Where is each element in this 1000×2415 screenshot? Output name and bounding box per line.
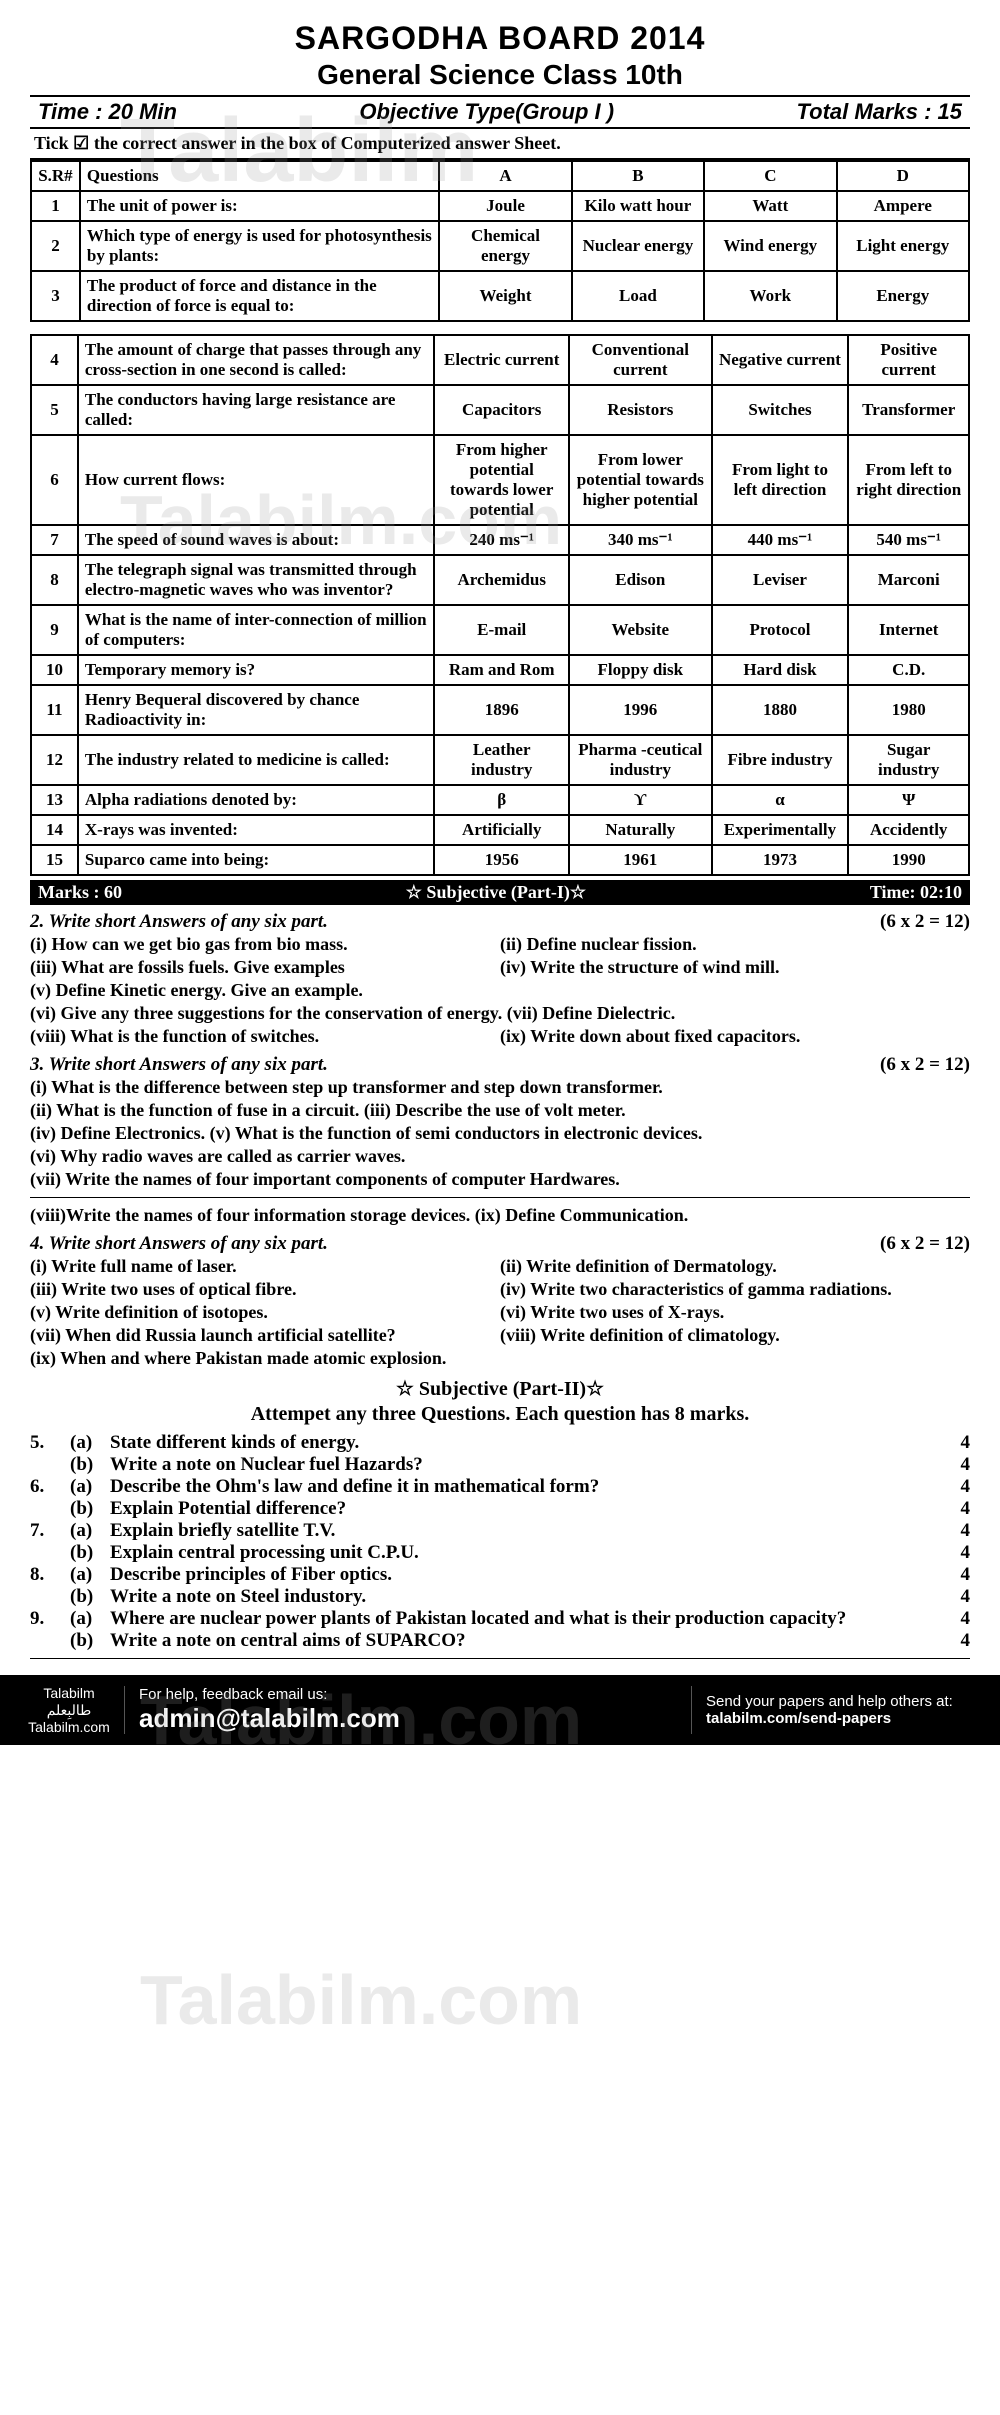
question-item: (ix) When and where Pakistan made atomic…: [30, 1347, 970, 1370]
mcq-row: 14X-rays was invented:ArtificiallyNatura…: [31, 815, 969, 845]
question-item: (ii) What is the function of fuse in a c…: [30, 1099, 970, 1122]
question-item: (v) Define Kinetic energy. Give an examp…: [30, 979, 970, 1002]
col-d: D: [837, 161, 969, 191]
mcq-row: 8The telegraph signal was transmitted th…: [31, 555, 969, 605]
question-item: (vi) Give any three suggestions for the …: [30, 1002, 970, 1025]
mcq-row: 13Alpha radiations denoted by:βϒαΨ: [31, 785, 969, 815]
question-item: (iv) Define Electronics. (v) What is the…: [30, 1122, 970, 1145]
question-item: (v) Write definition of isotopes.: [30, 1301, 500, 1324]
footer: Talabilm طالبِعلم Talabilm.com For help,…: [0, 1675, 1000, 1745]
mcq-row: 10Temporary memory is?Ram and RomFloppy …: [31, 655, 969, 685]
long-question-row: 6.(a)Describe the Ohm's law and define i…: [30, 1476, 970, 1498]
type-label: Objective Type(Group I ): [359, 99, 614, 125]
footer-send: Send your papers and help others at: tal…: [692, 1693, 986, 1727]
footer-email: For help, feedback email us: admin@talab…: [124, 1686, 692, 1734]
question-item: (i) What is the difference between step …: [30, 1076, 970, 1099]
mcq-row: 1The unit of power is:JouleKilo watt hou…: [31, 191, 969, 221]
long-question-row: (b)Explain central processing unit C.P.U…: [30, 1542, 970, 1564]
mcq-row: 3The product of force and distance in th…: [31, 271, 969, 321]
long-question-row: 9.(a)Where are nuclear power plants of P…: [30, 1608, 970, 1630]
section-3-items-2: (viii)Write the names of four informatio…: [30, 1204, 970, 1227]
subjective-bar: Marks : 60 ☆ Subjective (Part-I)☆ Time: …: [30, 880, 970, 905]
question-item: (iii) Write two uses of optical fibre.: [30, 1278, 500, 1301]
marks-label: Total Marks : 15: [797, 99, 962, 125]
mcq-table-2: 4The amount of charge that passes throug…: [30, 334, 970, 876]
subj-time: Time: 02:10: [870, 882, 962, 903]
tick-instruction: Tick ☑ the correct answer in the box of …: [30, 129, 970, 160]
question-item: (vii) Write the names of four important …: [30, 1168, 970, 1191]
section-3: 3. Write short Answers of any six part. …: [30, 1054, 970, 1076]
long-question-row: (b)Write a note on Nuclear fuel Hazards?…: [30, 1454, 970, 1476]
part-2-title: ☆ Subjective (Part-II)☆: [30, 1376, 970, 1401]
col-c: C: [704, 161, 836, 191]
section-2: 2. Write short Answers of any six part. …: [30, 911, 970, 933]
long-question-row: (b)Explain Potential difference?4: [30, 1498, 970, 1520]
col-q: Questions: [80, 161, 439, 191]
col-b: B: [572, 161, 704, 191]
mcq-table-1: S.R# Questions A B C D 1The unit of powe…: [30, 160, 970, 322]
mcq-row: 12The industry related to medicine is ca…: [31, 735, 969, 785]
question-item: (viii)Write the names of four informatio…: [30, 1204, 970, 1227]
mcq-row: 7The speed of sound waves is about:240 m…: [31, 525, 969, 555]
subj-title: ☆ Subjective (Part-I)☆: [122, 882, 870, 903]
exam-page: SARGODHA BOARD 2014 General Science Clas…: [0, 0, 1000, 1659]
time-label: Time : 20 Min: [38, 99, 177, 125]
attempt-instruction: Attempet any three Questions. Each quest…: [30, 1403, 970, 1426]
question-item: (viii) Write definition of climatology.: [500, 1324, 970, 1347]
mcq-row: 5The conductors having large resistance …: [31, 385, 969, 435]
mcq-row: 6How current flows:From higher potential…: [31, 435, 969, 525]
mcq-row: 15Suparco came into being:19561961197319…: [31, 845, 969, 875]
long-question-row: 5.(a)State different kinds of energy.4: [30, 1432, 970, 1454]
board-title: SARGODHA BOARD 2014: [30, 20, 970, 57]
question-item: (iii) What are fossils fuels. Give examp…: [30, 956, 500, 979]
question-item: (ii) Write definition of Dermatology.: [500, 1255, 970, 1278]
question-item: (ii) Define nuclear fission.: [500, 933, 970, 956]
question-item: (i) How can we get bio gas from bio mass…: [30, 933, 500, 956]
col-a: A: [439, 161, 571, 191]
mcq-row: 2Which type of energy is used for photos…: [31, 221, 969, 271]
long-question-row: 7.(a)Explain briefly satellite T.V.4: [30, 1520, 970, 1542]
question-item: (vi) Write two uses of X-rays.: [500, 1301, 970, 1324]
long-question-row: 8.(a)Describe principles of Fiber optics…: [30, 1564, 970, 1586]
question-item: (iv) Write the structure of wind mill.: [500, 956, 970, 979]
long-question-row: (b)Write a note on Steel industory.4: [30, 1586, 970, 1608]
mcq-row: 11Henry Bequeral discovered by chance Ra…: [31, 685, 969, 735]
footer-logo: Talabilm طالبِعلم Talabilm.com: [14, 1685, 124, 1735]
mcq-row: 4The amount of charge that passes throug…: [31, 335, 969, 385]
question-item: (vi) Why radio waves are called as carri…: [30, 1145, 970, 1168]
col-sr: S.R#: [31, 161, 80, 191]
section-2-items: (i) How can we get bio gas from bio mass…: [30, 933, 970, 1048]
question-item: (i) Write full name of laser.: [30, 1255, 500, 1278]
watermark: Talabilm.com: [140, 1960, 582, 2040]
header: SARGODHA BOARD 2014 General Science Clas…: [30, 20, 970, 91]
section-4-items: (i) Write full name of laser.(ii) Write …: [30, 1255, 970, 1370]
question-item: (iv) Write two characteristics of gamma …: [500, 1278, 970, 1301]
question-item: (ix) Write down about fixed capacitors.: [500, 1025, 970, 1048]
long-question-row: (b)Write a note on central aims of SUPAR…: [30, 1630, 970, 1652]
question-item: (vii) When did Russia launch artificial …: [30, 1324, 500, 1347]
section-3-items: (i) What is the difference between step …: [30, 1076, 970, 1191]
section-4: 4. Write short Answers of any six part. …: [30, 1233, 970, 1255]
mcq-row: 9What is the name of inter-connection of…: [31, 605, 969, 655]
subject-title: General Science Class 10th: [30, 59, 970, 91]
subj-marks: Marks : 60: [38, 882, 122, 903]
question-item: (viii) What is the function of switches.: [30, 1025, 500, 1048]
long-questions: 5.(a)State different kinds of energy.4(b…: [30, 1432, 970, 1652]
meta-row: Time : 20 Min Objective Type(Group I ) T…: [30, 95, 970, 129]
